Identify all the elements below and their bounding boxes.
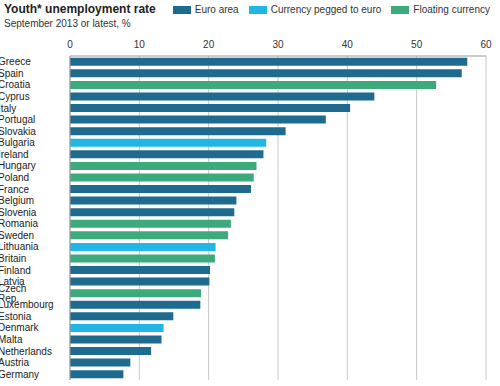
svg-text:Romania: Romania [8, 218, 38, 229]
svg-text:Portugal: Portugal [8, 114, 35, 125]
svg-text:Ireland: Ireland [8, 149, 29, 160]
svg-text:Slovakia: Slovakia [8, 126, 36, 137]
svg-text:Denmark: Denmark [8, 322, 40, 333]
svg-text:Luxembourg: Luxembourg [8, 299, 54, 310]
html-text:Floating currency: Floating currency [413, 4, 490, 15]
svg-text:Lithuania: Lithuania [8, 241, 39, 252]
svg-text:Finland: Finland [8, 265, 31, 276]
svg-text:Sweden: Sweden [8, 230, 34, 241]
svg-text:50: 50 [411, 39, 423, 50]
svg-text:Estonia: Estonia [8, 311, 32, 322]
svg-text:Malta: Malta [8, 334, 23, 345]
svg-text:40: 40 [342, 39, 354, 50]
html-text:Youth* unemployment rate: Youth* unemployment rate [4, 2, 156, 16]
svg-text:Spain: Spain [8, 68, 24, 79]
svg-text:Germany: Germany [8, 369, 39, 380]
svg-text:0: 0 [67, 39, 73, 50]
svg-text:60: 60 [480, 39, 492, 50]
svg-text:Hungary: Hungary [8, 160, 36, 171]
svg-text:Italy: Italy [8, 103, 16, 114]
svg-text:Bulgaria: Bulgaria [8, 137, 35, 148]
svg-text:Austria: Austria [8, 357, 30, 368]
svg-text:Belgium: Belgium [8, 195, 34, 206]
svg-text:Netherlands: Netherlands [8, 346, 52, 357]
svg-text:Croatia: Croatia [8, 79, 31, 90]
svg-text:Slovenia: Slovenia [8, 207, 37, 218]
html-text:Euro area: Euro area [194, 4, 239, 15]
svg-text:10: 10 [134, 39, 146, 50]
svg-text:Greece: Greece [8, 56, 31, 67]
svg-text:Cyprus: Cyprus [8, 91, 30, 102]
html-text:September 2013 or latest, %: September 2013 or latest, % [4, 18, 131, 29]
svg-text:France: France [8, 184, 30, 195]
html-text:Currency pegged to euro: Currency pegged to euro [270, 4, 382, 15]
svg-text:Poland: Poland [8, 172, 29, 183]
svg-text:Britain: Britain [8, 253, 26, 264]
svg-text:20: 20 [203, 39, 215, 50]
svg-text:30: 30 [272, 39, 284, 50]
